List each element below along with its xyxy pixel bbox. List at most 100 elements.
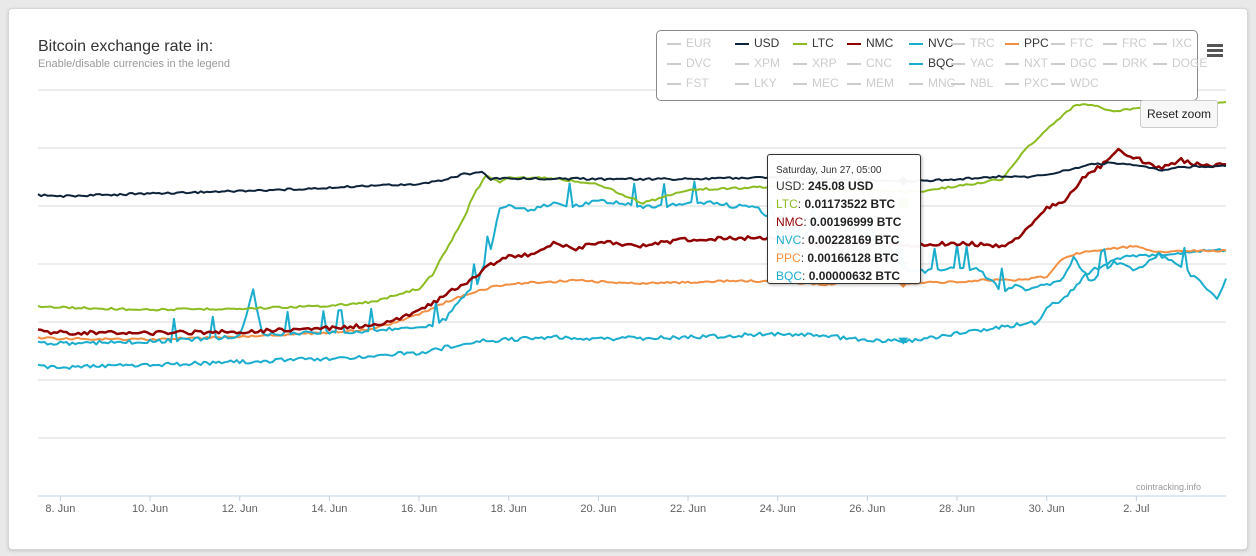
tooltip: Saturday, Jun 27, 05:00 USD: 245.08 USD L…: [767, 154, 921, 284]
legend-item-ppc[interactable]: PPC: [1005, 36, 1049, 50]
legend-item-mem[interactable]: MEM: [847, 76, 894, 90]
legend-item-nvc[interactable]: NVC: [909, 36, 953, 50]
legend-item-cnc[interactable]: CNC: [847, 56, 892, 70]
tooltip-row-ltc: LTC: 0.01173522 BTC: [776, 197, 896, 211]
legend-label: CNC: [866, 56, 892, 70]
legend-label: FST: [686, 76, 709, 90]
tooltip-series-name: LTC: [776, 197, 798, 211]
legend-item-drk[interactable]: DRK: [1103, 56, 1147, 70]
legend-item-mec[interactable]: MEC: [793, 76, 839, 90]
reset-zoom-button[interactable]: Reset zoom: [1140, 100, 1218, 128]
legend-symbol: [847, 42, 861, 45]
legend-item-xpm[interactable]: XPM: [735, 56, 780, 70]
tooltip-row-nmc: NMC: 0.00196999 BTC: [776, 215, 902, 229]
legend-symbol: [951, 82, 965, 85]
x-tick-label: 26. Jun: [849, 503, 885, 515]
legend-label: NVC: [928, 36, 954, 50]
legend-item-ltc[interactable]: LTC: [793, 36, 834, 50]
series-line-bqc: [37, 248, 1227, 370]
legend-item-xrp[interactable]: XRP: [793, 56, 837, 70]
tooltip-series-name: USD: [776, 179, 802, 193]
legend-item-fst[interactable]: FST: [667, 76, 709, 90]
legend-symbol: [735, 42, 749, 45]
tooltip-series-value: 0.00196999 BTC: [810, 215, 902, 229]
x-tick-label: 8. Jun: [45, 503, 75, 515]
legend-item-frc[interactable]: FRC: [1103, 36, 1147, 50]
legend-symbol: [1153, 42, 1167, 45]
legend-label: FRC: [1122, 36, 1147, 50]
legend-symbol: [847, 82, 861, 85]
x-tick-label: 20. Jun: [580, 503, 616, 515]
legend-item-dvc[interactable]: DVC: [667, 56, 711, 70]
legend-item-nmc[interactable]: NMC: [847, 36, 893, 50]
legend-label: DVC: [686, 56, 712, 70]
tooltip-row-bqc: BQC: 0.00000632 BTC: [776, 269, 901, 283]
legend-item-mnc[interactable]: MNC: [909, 76, 955, 90]
x-tick-label: 24. Jun: [760, 503, 796, 515]
legend-label: LKY: [754, 76, 777, 90]
legend-item-eur[interactable]: EUR: [667, 36, 711, 50]
legend-symbol: [909, 62, 923, 65]
legend-symbol: [909, 42, 923, 45]
legend-symbol: [667, 62, 681, 65]
x-tick-label: 12. Jun: [222, 503, 258, 515]
legend-symbol: [951, 62, 965, 65]
legend-label: LTC: [812, 36, 834, 50]
menu-icon[interactable]: [1203, 40, 1227, 62]
legend-symbol: [1005, 42, 1019, 45]
legend: EUR USD LTC NMC NVC TRC PPC FTC FRC IXC DVC XPM XRP C…: [656, 30, 1207, 101]
legend-item-trc[interactable]: TRC: [951, 36, 995, 50]
x-tick-label: 30. Jun: [1029, 503, 1065, 515]
chart-title: Bitcoin exchange rate in:: [38, 38, 214, 55]
legend-label: BQC: [928, 56, 955, 70]
legend-item-bqc[interactable]: BQC: [909, 56, 954, 70]
tooltip-series-value: 0.00000632 BTC: [808, 269, 901, 283]
legend-item-nxt[interactable]: NXT: [1005, 56, 1048, 70]
legend-symbol: [1103, 62, 1117, 65]
legend-label: TRC: [970, 36, 995, 50]
legend-item-wdc[interactable]: WDC: [1051, 76, 1099, 90]
legend-item-ixc[interactable]: IXC: [1153, 36, 1192, 50]
legend-item-doge[interactable]: DOGE: [1153, 56, 1207, 70]
legend-symbol: [1153, 62, 1167, 65]
x-tick-label: 22. Jun: [670, 503, 706, 515]
tooltip-row-usd: USD: 245.08 USD: [776, 179, 874, 193]
credits-link[interactable]: cointracking.info: [1136, 482, 1202, 492]
legend-label: XPM: [754, 56, 781, 70]
legend-item-pxc[interactable]: PXC: [1005, 76, 1049, 90]
legend-item-yac[interactable]: YAC: [951, 56, 994, 70]
legend-label: MEM: [866, 76, 894, 90]
legend-item-ftc[interactable]: FTC: [1051, 36, 1093, 50]
x-tick-label: 18. Jun: [491, 503, 527, 515]
legend-symbol: [1051, 82, 1065, 85]
legend-symbol: [1005, 82, 1019, 85]
legend-item-usd[interactable]: USD: [735, 36, 779, 50]
legend-label: WDC: [1070, 76, 1099, 90]
series-line-nmc: [37, 147, 1227, 337]
legend-item-dgc[interactable]: DGC: [1051, 56, 1097, 70]
legend-symbol: [793, 82, 807, 85]
legend-symbol: [793, 62, 807, 65]
legend-symbol: [1051, 42, 1065, 45]
legend-symbol: [1005, 62, 1019, 65]
legend-label: NBL: [970, 76, 994, 90]
legend-item-nbl[interactable]: NBL: [951, 76, 993, 90]
legend-item-lky[interactable]: LKY: [735, 76, 777, 90]
legend-label: YAC: [970, 56, 994, 70]
legend-symbol: [793, 42, 807, 45]
legend-symbol: [667, 42, 681, 45]
legend-symbol: [951, 42, 965, 45]
legend-label: XRP: [812, 56, 837, 70]
legend-label: NMC: [866, 36, 894, 50]
series-line-ltc: [37, 101, 1227, 312]
series-line-ppc: [37, 245, 1227, 342]
tooltip-series-name: NVC: [776, 233, 802, 247]
legend-label: PXC: [1024, 76, 1049, 90]
series-line-usd: [37, 161, 1227, 198]
legend-label: DOGE: [1172, 56, 1208, 70]
x-tick-label: 14. Jun: [311, 503, 347, 515]
legend-symbol: [909, 82, 923, 85]
tooltip-series-value: 0.00228169 BTC: [808, 233, 900, 247]
tooltip-date: Saturday, Jun 27, 05:00: [776, 165, 882, 176]
